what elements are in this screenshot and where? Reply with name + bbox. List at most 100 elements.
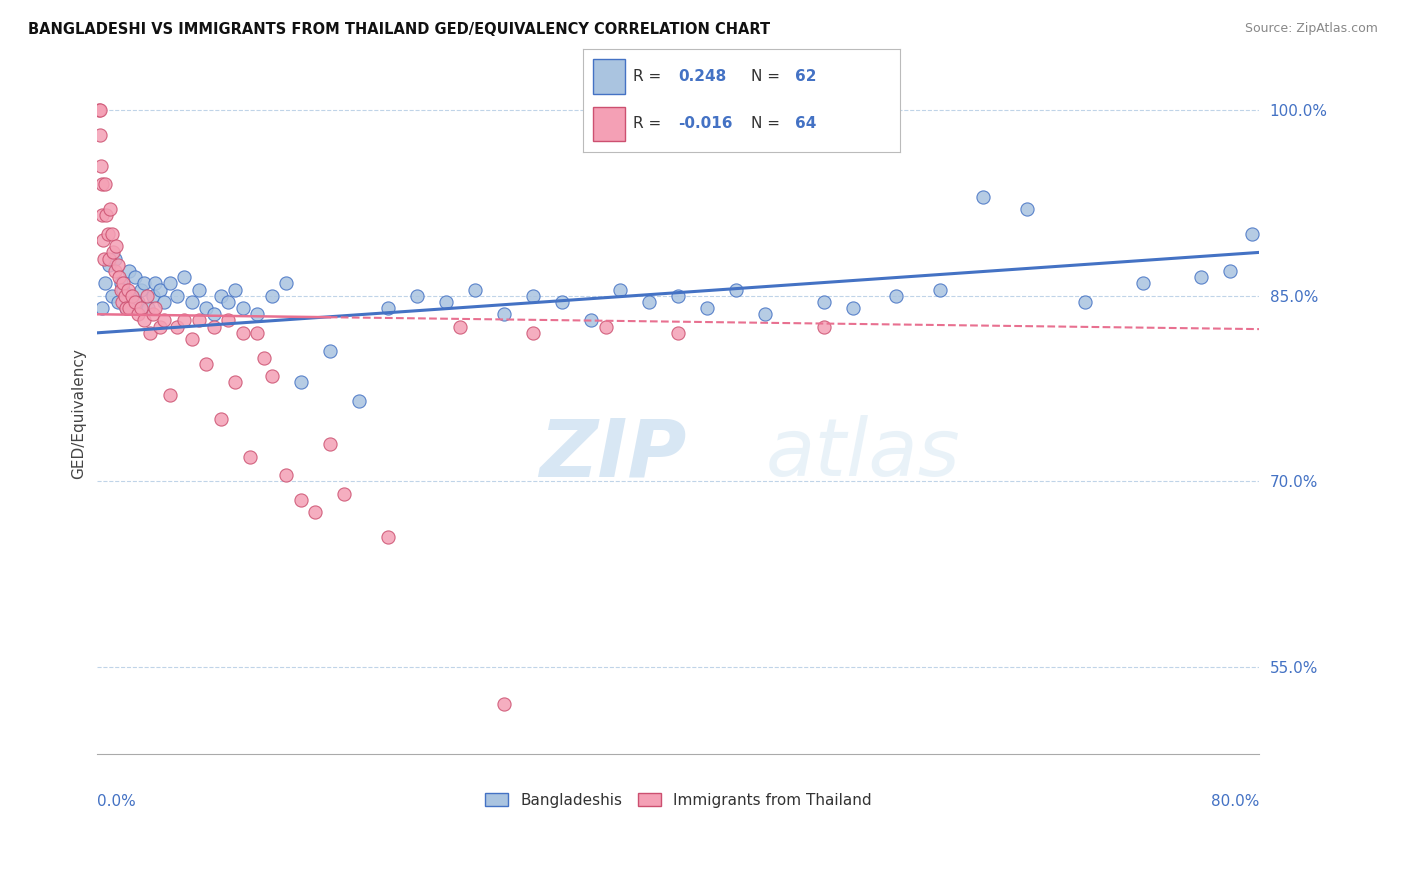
Point — [117, 283, 139, 297]
Point — [132, 313, 155, 327]
Text: atlas: atlas — [765, 415, 960, 493]
Point — [124, 294, 146, 309]
Point — [253, 351, 276, 365]
Point — [91, 208, 114, 222]
Point — [114, 289, 136, 303]
Point — [754, 307, 776, 321]
Point — [107, 258, 129, 272]
Point — [110, 277, 132, 291]
Point — [666, 289, 689, 303]
Text: 0.248: 0.248 — [678, 70, 727, 84]
Point — [188, 283, 211, 297]
Text: 80.0%: 80.0% — [1211, 795, 1260, 809]
Point — [115, 301, 138, 315]
Legend: Bangladeshis, Immigrants from Thailand: Bangladeshis, Immigrants from Thailand — [479, 787, 877, 814]
Point — [333, 486, 356, 500]
Point — [595, 319, 617, 334]
Point — [492, 697, 515, 711]
Point — [132, 277, 155, 291]
Point — [841, 301, 863, 315]
Text: N =: N = — [751, 117, 785, 131]
Point — [127, 294, 149, 309]
Point — [377, 301, 399, 315]
Text: -0.016: -0.016 — [678, 117, 733, 131]
Point — [115, 301, 138, 315]
Point — [129, 301, 152, 315]
Point — [725, 283, 748, 297]
Point — [96, 227, 118, 241]
Point — [159, 277, 181, 291]
Point — [209, 289, 232, 303]
Point — [153, 294, 176, 309]
Point — [101, 227, 124, 241]
Point — [121, 289, 143, 303]
Text: 64: 64 — [796, 117, 817, 131]
Point — [276, 277, 298, 291]
Point — [551, 294, 574, 309]
Point — [260, 369, 283, 384]
Point — [124, 270, 146, 285]
Point — [108, 270, 131, 285]
Point — [87, 103, 110, 117]
Point — [246, 326, 269, 340]
Point — [377, 530, 399, 544]
Point — [347, 393, 370, 408]
Point — [180, 294, 202, 309]
Y-axis label: GED/Equivalency: GED/Equivalency — [72, 348, 86, 479]
Point — [609, 283, 631, 297]
Point — [104, 252, 127, 266]
Point — [195, 301, 218, 315]
Text: Source: ZipAtlas.com: Source: ZipAtlas.com — [1244, 22, 1378, 36]
Point — [319, 437, 342, 451]
Point — [129, 283, 152, 297]
Point — [141, 289, 163, 303]
Point — [180, 332, 202, 346]
Text: ZIP: ZIP — [538, 415, 686, 493]
Point — [136, 301, 159, 315]
Point — [290, 376, 312, 390]
Point — [260, 289, 283, 303]
Text: BANGLADESHI VS IMMIGRANTS FROM THAILAND GED/EQUIVALENCY CORRELATION CHART: BANGLADESHI VS IMMIGRANTS FROM THAILAND … — [28, 22, 770, 37]
Point — [1219, 264, 1241, 278]
Text: N =: N = — [751, 70, 785, 84]
Point — [224, 376, 246, 390]
Point — [319, 344, 342, 359]
Point — [1015, 202, 1038, 216]
Text: 0.0%: 0.0% — [97, 795, 136, 809]
Point — [138, 326, 160, 340]
Point — [246, 307, 269, 321]
Point — [153, 313, 176, 327]
Point — [100, 202, 122, 216]
Point — [928, 283, 950, 297]
Point — [1241, 227, 1264, 241]
Point — [141, 307, 163, 321]
Text: 62: 62 — [796, 70, 817, 84]
Point — [813, 294, 835, 309]
Point — [449, 319, 471, 334]
Point — [94, 208, 117, 222]
Point — [1074, 294, 1097, 309]
Point — [522, 326, 544, 340]
Text: R =: R = — [633, 70, 665, 84]
Text: R =: R = — [633, 117, 665, 131]
Point — [110, 283, 132, 297]
Point — [89, 128, 111, 142]
Point — [239, 450, 262, 464]
Point — [304, 505, 326, 519]
FancyBboxPatch shape — [593, 106, 624, 141]
Point — [884, 289, 907, 303]
Point — [93, 252, 115, 266]
Point — [104, 264, 127, 278]
Point — [90, 159, 112, 173]
Point — [492, 307, 515, 321]
Point — [112, 283, 135, 297]
Point — [638, 294, 661, 309]
Point — [107, 294, 129, 309]
Point — [112, 277, 135, 291]
Point — [166, 289, 188, 303]
Point — [159, 387, 181, 401]
Point — [149, 319, 172, 334]
Point — [217, 313, 239, 327]
Point — [91, 233, 114, 247]
Point — [202, 307, 225, 321]
